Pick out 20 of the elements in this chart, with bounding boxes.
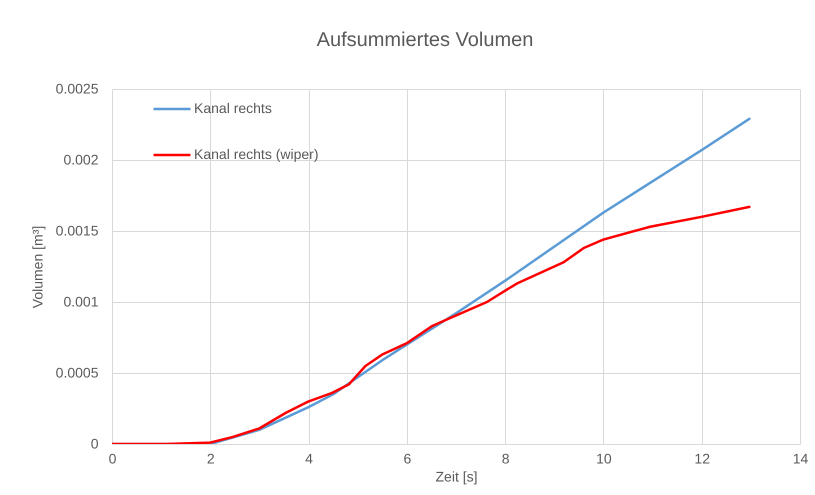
- x-tick-label: 8: [502, 450, 510, 466]
- x-tick-label: 4: [305, 450, 314, 466]
- x-tick-label: 0: [108, 450, 117, 466]
- y-tick-label: 0: [90, 436, 99, 452]
- x-tick-label: 14: [792, 450, 808, 466]
- x-tick-label: 12: [694, 450, 710, 466]
- y-tick-label: 0.002: [63, 152, 99, 168]
- y-tick-label: 0.0005: [56, 364, 99, 380]
- y-axis-title: Volumen [m³]: [30, 226, 46, 308]
- y-tick-label: 0.001: [63, 294, 99, 310]
- x-axis-title: Zeit [s]: [435, 468, 478, 484]
- legend-label: Kanal rechts (wiper): [194, 146, 318, 162]
- y-tick-label: 0.0015: [56, 222, 99, 238]
- y-tick-label: 0.0025: [56, 80, 99, 96]
- x-tick-label: 2: [206, 450, 215, 466]
- line-series: [112, 206, 751, 444]
- chart-title: Aufsummiertes Volumen: [316, 29, 534, 51]
- x-tick-label: 10: [596, 450, 612, 466]
- x-tick-label: 6: [403, 450, 412, 466]
- legend-label: Kanal rechts: [194, 100, 272, 116]
